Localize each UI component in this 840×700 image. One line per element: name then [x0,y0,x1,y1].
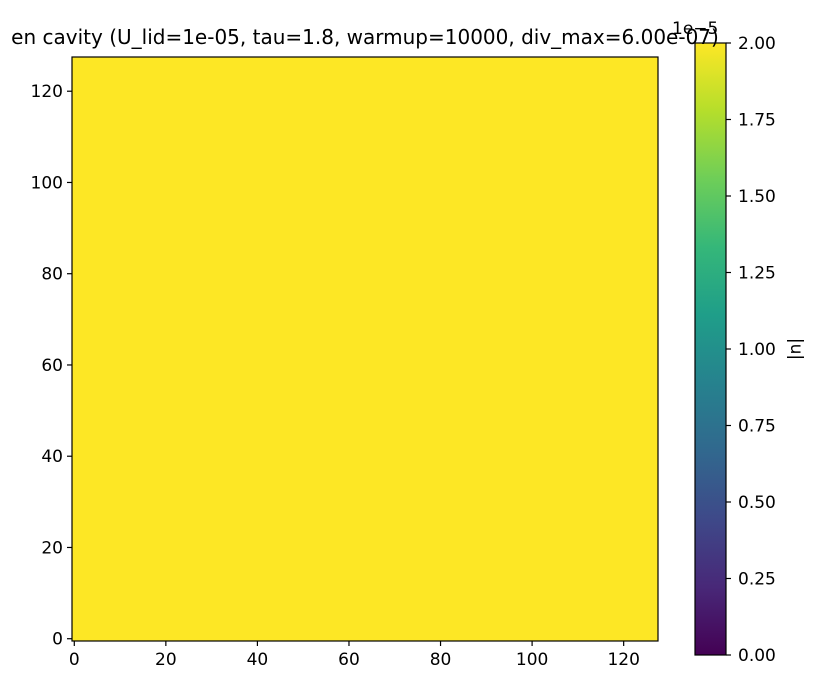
x-tick-label: 100 [516,650,548,670]
x-tick-label: 80 [430,650,452,670]
x-tick-label: 40 [247,650,269,670]
colorbar-tick-label: 1.00 [738,340,776,360]
y-tick-label: 60 [41,356,63,376]
plot-frame [71,56,659,642]
x-axis: 0 20 40 60 80 100 120 [69,641,640,670]
colorbar-tick-label: 0.25 [738,570,776,590]
x-tick-label: 0 [69,650,80,670]
colorbar-tick-label: 1.75 [738,111,776,131]
colorbar-tick-label: 2.00 [738,34,776,54]
y-tick-label: 0 [52,630,63,650]
x-tick-label: 20 [155,650,177,670]
colorbar-tick-label: 0.50 [738,493,776,513]
x-tick-label: 60 [338,650,360,670]
y-tick-label: 40 [41,447,63,467]
colorbar-tick-label: 1.25 [738,264,776,284]
heatmap-field [72,57,658,641]
colorbar-tick-label: 1.50 [738,187,776,207]
y-tick-label: 100 [31,173,63,193]
y-axis: 0 20 40 60 80 100 120 [31,82,72,650]
colorbar-label: |u| [786,338,806,360]
colorbar-offset-text: 1e−5 [672,19,719,39]
colorbar-tick-label: 0.75 [738,417,776,437]
colorbar-tick-label: 0.00 [738,646,776,666]
colorbar [695,43,726,655]
y-tick-label: 80 [41,265,63,285]
colorbar-axis: 0.00 0.25 0.50 0.75 1.00 1.25 1.50 1.75 2.00 [726,34,776,666]
x-tick-label: 120 [607,650,639,670]
y-tick-label: 120 [31,82,63,102]
chart-title: en cavity (U_lid=1e-05, tau=1.8, warmup=… [11,25,719,49]
y-tick-label: 20 [41,538,63,558]
